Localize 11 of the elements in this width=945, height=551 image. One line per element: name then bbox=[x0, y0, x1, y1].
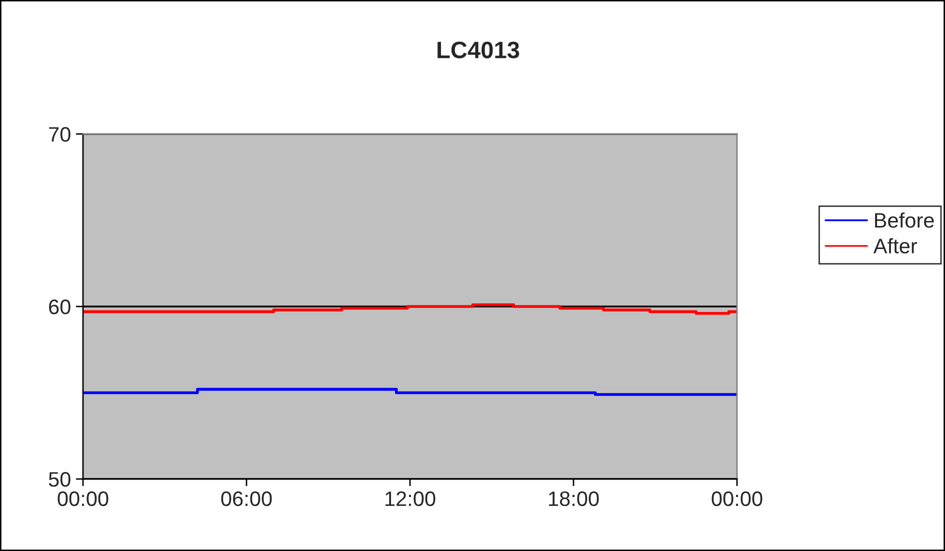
legend-label: Before bbox=[875, 212, 934, 228]
x-tick-label: 06:00 bbox=[221, 491, 272, 506]
y-tick-label: 70 bbox=[49, 127, 70, 142]
chart-title: LC4013 bbox=[438, 42, 520, 58]
x-tick-label: 12:00 bbox=[386, 491, 436, 506]
x-tick-label: 00:00 bbox=[712, 491, 762, 506]
y-tick-label: 60 bbox=[49, 300, 70, 314]
x-tick-label: 18:00 bbox=[549, 491, 599, 506]
legend-label: After bbox=[873, 238, 918, 254]
y-tick-label: 50 bbox=[48, 472, 70, 487]
x-tick-label: 00:00 bbox=[58, 491, 108, 506]
